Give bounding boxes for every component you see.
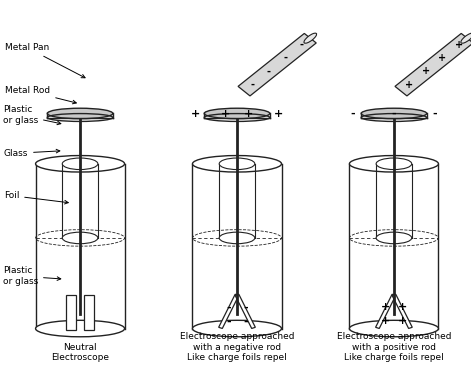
Ellipse shape: [461, 33, 474, 43]
Ellipse shape: [219, 158, 255, 169]
Text: -: -: [300, 40, 304, 50]
Text: -: -: [244, 302, 248, 312]
Ellipse shape: [204, 108, 270, 119]
Text: +: +: [381, 316, 390, 326]
Text: -: -: [350, 109, 355, 119]
Text: -: -: [433, 109, 438, 119]
Text: Glass: Glass: [4, 149, 60, 158]
Text: +: +: [455, 40, 463, 50]
Text: -: -: [250, 79, 255, 90]
Ellipse shape: [192, 155, 282, 172]
Ellipse shape: [349, 155, 438, 172]
Ellipse shape: [349, 320, 438, 337]
Ellipse shape: [376, 158, 412, 169]
Text: Plastic
or glass: Plastic or glass: [3, 105, 61, 125]
Text: +: +: [221, 109, 230, 119]
Polygon shape: [66, 295, 76, 331]
Text: -: -: [392, 109, 396, 119]
Polygon shape: [375, 294, 396, 328]
Text: -: -: [267, 66, 271, 76]
Text: -: -: [226, 302, 230, 312]
Ellipse shape: [219, 232, 255, 244]
Text: -: -: [244, 316, 248, 326]
Ellipse shape: [36, 155, 125, 172]
Text: +: +: [381, 302, 390, 312]
Polygon shape: [392, 294, 412, 328]
Text: Electroscope approached
with a negative rod
Like charge foils repel: Electroscope approached with a negative …: [180, 332, 294, 362]
Text: -: -: [283, 53, 287, 63]
Ellipse shape: [36, 320, 125, 337]
Ellipse shape: [62, 158, 98, 169]
Ellipse shape: [47, 108, 113, 119]
Text: Metal Rod: Metal Rod: [5, 86, 76, 104]
Text: +: +: [191, 109, 201, 119]
Text: +: +: [422, 66, 430, 76]
Polygon shape: [395, 33, 473, 96]
Text: +: +: [405, 79, 413, 90]
Ellipse shape: [192, 320, 282, 337]
Text: Neutral
Electroscope: Neutral Electroscope: [51, 343, 109, 362]
Text: +: +: [273, 109, 283, 119]
Text: +: +: [398, 316, 407, 326]
Text: Electroscope approached
with a positive rod
Like charge foils repel: Electroscope approached with a positive …: [337, 332, 451, 362]
Text: -: -: [226, 316, 230, 326]
Text: Metal Pan: Metal Pan: [5, 43, 85, 78]
Ellipse shape: [376, 232, 412, 244]
Polygon shape: [238, 33, 316, 96]
Ellipse shape: [304, 33, 317, 43]
Text: +: +: [398, 302, 407, 312]
Ellipse shape: [62, 232, 98, 244]
Text: Foil: Foil: [4, 191, 68, 204]
Ellipse shape: [361, 108, 427, 119]
Text: Plastic
or glass: Plastic or glass: [3, 266, 61, 286]
Text: +: +: [244, 109, 253, 119]
Text: +: +: [438, 53, 447, 63]
Polygon shape: [84, 295, 94, 331]
Polygon shape: [219, 294, 239, 328]
Polygon shape: [235, 294, 255, 328]
